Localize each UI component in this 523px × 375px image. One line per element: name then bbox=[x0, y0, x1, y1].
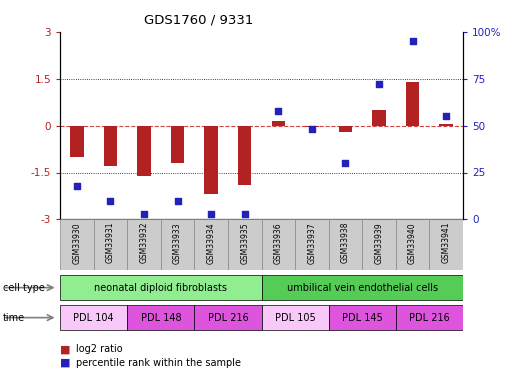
Text: umbilical vein endothelial cells: umbilical vein endothelial cells bbox=[287, 283, 438, 293]
FancyBboxPatch shape bbox=[127, 219, 161, 270]
Text: GDS1760 / 9331: GDS1760 / 9331 bbox=[144, 13, 254, 26]
Bar bbox=[406, 82, 419, 126]
FancyBboxPatch shape bbox=[295, 219, 328, 270]
Text: GSM33938: GSM33938 bbox=[341, 222, 350, 263]
Bar bbox=[104, 126, 117, 166]
Bar bbox=[305, 126, 319, 127]
FancyBboxPatch shape bbox=[127, 305, 195, 330]
Text: PDL 145: PDL 145 bbox=[342, 313, 382, 323]
Point bbox=[241, 211, 249, 217]
Point bbox=[274, 108, 282, 114]
Text: GSM33941: GSM33941 bbox=[441, 222, 451, 263]
FancyBboxPatch shape bbox=[396, 305, 463, 330]
FancyBboxPatch shape bbox=[60, 219, 94, 270]
Text: PDL 105: PDL 105 bbox=[275, 313, 315, 323]
FancyBboxPatch shape bbox=[429, 219, 463, 270]
Point bbox=[73, 183, 81, 189]
Text: GSM33930: GSM33930 bbox=[72, 222, 82, 264]
Point bbox=[174, 198, 182, 204]
Text: cell type: cell type bbox=[3, 283, 44, 292]
FancyBboxPatch shape bbox=[362, 219, 396, 270]
Bar bbox=[372, 110, 385, 126]
Text: percentile rank within the sample: percentile rank within the sample bbox=[76, 358, 241, 368]
Point bbox=[442, 113, 450, 119]
Text: PDL 148: PDL 148 bbox=[141, 313, 181, 323]
Bar bbox=[171, 126, 184, 163]
Text: PDL 216: PDL 216 bbox=[208, 313, 248, 323]
Bar bbox=[271, 121, 285, 126]
FancyBboxPatch shape bbox=[262, 219, 295, 270]
Text: ■: ■ bbox=[60, 345, 71, 354]
FancyBboxPatch shape bbox=[60, 275, 262, 300]
Text: PDL 104: PDL 104 bbox=[73, 313, 114, 323]
Point bbox=[408, 38, 417, 44]
Text: ■: ■ bbox=[60, 358, 71, 368]
Point bbox=[375, 81, 383, 87]
Text: GSM33935: GSM33935 bbox=[240, 222, 249, 264]
Point bbox=[207, 211, 215, 217]
Point bbox=[341, 160, 349, 166]
FancyBboxPatch shape bbox=[94, 219, 127, 270]
FancyBboxPatch shape bbox=[60, 305, 127, 330]
FancyBboxPatch shape bbox=[195, 219, 228, 270]
Text: neonatal diploid fibroblasts: neonatal diploid fibroblasts bbox=[94, 283, 228, 293]
Bar bbox=[439, 124, 453, 126]
Bar bbox=[70, 126, 84, 157]
Text: GSM33931: GSM33931 bbox=[106, 222, 115, 263]
Bar bbox=[339, 126, 352, 132]
Point bbox=[140, 211, 148, 217]
Text: GSM33937: GSM33937 bbox=[308, 222, 316, 264]
FancyBboxPatch shape bbox=[228, 219, 262, 270]
Bar bbox=[238, 126, 252, 185]
Text: PDL 216: PDL 216 bbox=[409, 313, 450, 323]
Point bbox=[106, 198, 115, 204]
Text: GSM33939: GSM33939 bbox=[374, 222, 383, 264]
FancyBboxPatch shape bbox=[262, 275, 463, 300]
FancyBboxPatch shape bbox=[195, 305, 262, 330]
Bar bbox=[204, 126, 218, 194]
Text: log2 ratio: log2 ratio bbox=[76, 345, 122, 354]
FancyBboxPatch shape bbox=[328, 305, 396, 330]
Point bbox=[308, 126, 316, 132]
FancyBboxPatch shape bbox=[396, 219, 429, 270]
Bar bbox=[138, 126, 151, 176]
FancyBboxPatch shape bbox=[161, 219, 195, 270]
FancyBboxPatch shape bbox=[262, 305, 328, 330]
Text: GSM33936: GSM33936 bbox=[274, 222, 283, 264]
Text: GSM33933: GSM33933 bbox=[173, 222, 182, 264]
Text: GSM33934: GSM33934 bbox=[207, 222, 215, 264]
Text: GSM33932: GSM33932 bbox=[140, 222, 149, 263]
FancyBboxPatch shape bbox=[328, 219, 362, 270]
Text: time: time bbox=[3, 313, 25, 322]
Text: GSM33940: GSM33940 bbox=[408, 222, 417, 264]
